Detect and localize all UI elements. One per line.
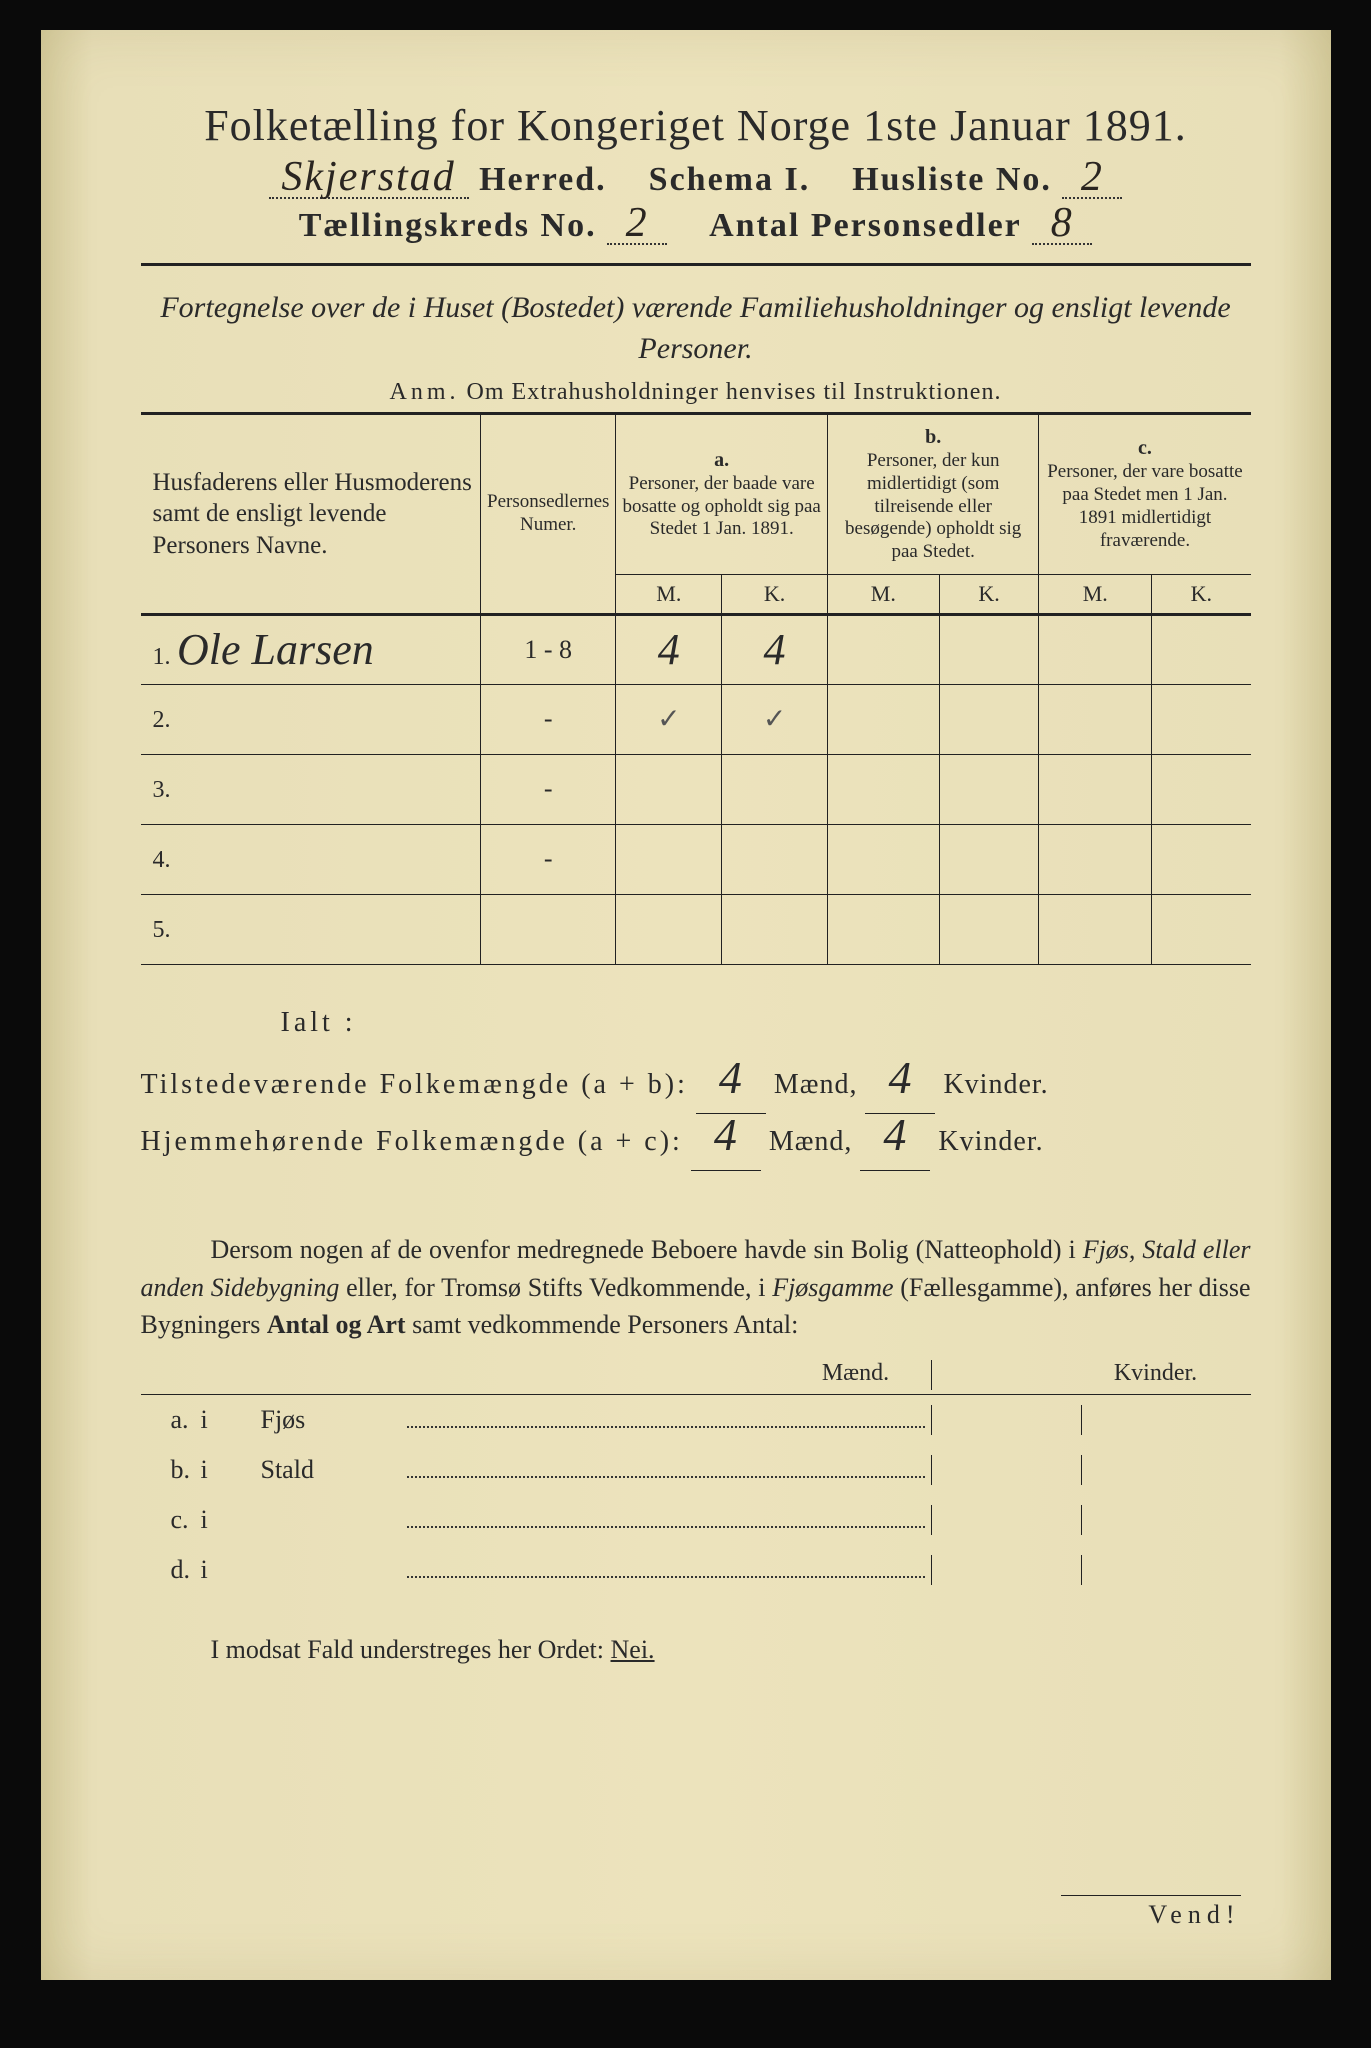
kreds-label: Tællingskreds No. <box>299 207 597 244</box>
nei: Nei. <box>611 1635 655 1664</box>
row-a-k: 4 <box>722 614 828 684</box>
divider <box>141 263 1251 266</box>
row-b-m <box>827 684 939 754</box>
row-name: 3. <box>141 754 481 824</box>
building-row: b.iStald <box>141 1445 1251 1495</box>
row-a-k <box>722 824 828 894</box>
row-numer: - <box>481 684 616 754</box>
main-title: Folketælling for Kongeriget Norge 1ste J… <box>141 100 1251 151</box>
paragraph: Dersom nogen af de ovenfor medregnede Be… <box>141 1231 1251 1344</box>
row-numer: 1 - 8 <box>481 614 616 684</box>
row-b-m <box>827 894 939 964</box>
table-row: 4. - <box>141 824 1251 894</box>
table-row: 3. - <box>141 754 1251 824</box>
row-name: 2. <box>141 684 481 754</box>
building-maend: Mænd. <box>781 1360 931 1390</box>
col-a-header: a. Personer, der baade vare bosatte og o… <box>616 414 828 575</box>
totals-line-2: Hjemmehørende Folkemængde (a + c): 4 Mæn… <box>141 1114 1251 1171</box>
row-c-m <box>1039 684 1152 754</box>
tilstede-m: 4 <box>719 1052 743 1103</box>
herred-label: Herred. <box>479 161 607 198</box>
schema-label: Schema I. <box>649 161 811 198</box>
row-b-k <box>939 894 1039 964</box>
row-c-m <box>1039 824 1152 894</box>
row-a-m: ✓ <box>616 684 722 754</box>
row-name: 4. <box>141 824 481 894</box>
husliste-label: Husliste No. <box>852 161 1052 198</box>
hjemme-k: 4 <box>883 1109 907 1160</box>
col-b-header: b. Personer, der kun midlertidigt (som t… <box>827 414 1039 575</box>
totals-block: Ialt : Tilstedeværende Folkemængde (a + … <box>141 995 1251 1171</box>
table-row: 5. <box>141 894 1251 964</box>
row-a-k: ✓ <box>722 684 828 754</box>
vend-label: Vend! <box>1061 1895 1241 1930</box>
row-a-m <box>616 894 722 964</box>
personsedler-label: Antal Personsedler <box>709 207 1022 244</box>
title-block: Folketælling for Kongeriget Norge 1ste J… <box>141 100 1251 245</box>
row-numer <box>481 894 616 964</box>
header-line-2: Skjerstad Herred. Schema I. Husliste No.… <box>141 159 1251 199</box>
husliste-value: 2 <box>1062 159 1122 199</box>
tilstede-k: 4 <box>888 1052 912 1103</box>
row-c-m <box>1039 894 1152 964</box>
building-row: c.i <box>141 1495 1251 1545</box>
anm-label: Anm. <box>390 379 460 405</box>
final-line: I modsat Fald understreges her Ordet: Ne… <box>141 1635 1251 1665</box>
personsedler-value: 8 <box>1032 205 1092 245</box>
row-c-k <box>1152 894 1251 964</box>
col1-header: Husfaderens eller Husmoderens samt de en… <box>141 414 481 615</box>
row-c-k <box>1152 614 1251 684</box>
row-c-k <box>1152 824 1251 894</box>
row-name: 1. Ole Larsen <box>141 614 481 684</box>
row-b-k <box>939 614 1039 684</box>
col-b-k: K. <box>939 574 1039 614</box>
row-b-k <box>939 754 1039 824</box>
building-header: Mænd. Kvinder. <box>141 1360 1251 1395</box>
building-block: Mænd. Kvinder. a.iFjøsb.iStaldc.id.i <box>141 1360 1251 1595</box>
row-a-k <box>722 754 828 824</box>
table-row: 1. Ole Larsen1 - 844 <box>141 614 1251 684</box>
kreds-value: 2 <box>607 205 667 245</box>
household-table: Husfaderens eller Husmoderens samt de en… <box>141 412 1251 965</box>
col-c-k: K. <box>1152 574 1251 614</box>
ialt-label: Ialt : <box>281 995 1251 1051</box>
herred-value: Skjerstad <box>269 159 469 199</box>
building-kvinder: Kvinder. <box>1081 1360 1231 1390</box>
header-line-3: Tællingskreds No. 2 Antal Personsedler 8 <box>141 205 1251 245</box>
row-b-m <box>827 754 939 824</box>
row-c-k <box>1152 754 1251 824</box>
totals-line-1: Tilstedeværende Folkemængde (a + b): 4 M… <box>141 1057 1251 1114</box>
hjemme-m: 4 <box>714 1109 738 1160</box>
building-row: d.i <box>141 1545 1251 1595</box>
row-name: 5. <box>141 894 481 964</box>
row-c-m <box>1039 754 1152 824</box>
row-c-m <box>1039 614 1152 684</box>
col-a-k: K. <box>722 574 828 614</box>
row-a-k <box>722 894 828 964</box>
row-b-m <box>827 614 939 684</box>
row-numer: - <box>481 754 616 824</box>
col-b-m: M. <box>827 574 939 614</box>
row-c-k <box>1152 684 1251 754</box>
subtitle: Fortegnelse over de i Huset (Bostedet) v… <box>141 288 1251 369</box>
table-row: 2. -✓✓ <box>141 684 1251 754</box>
census-form-page: Folketælling for Kongeriget Norge 1ste J… <box>41 30 1331 1980</box>
row-a-m <box>616 754 722 824</box>
row-numer: - <box>481 824 616 894</box>
row-b-k <box>939 684 1039 754</box>
col-a-m: M. <box>616 574 722 614</box>
col2-header: Personsedlernes Numer. <box>481 414 616 615</box>
table-header-row-1: Husfaderens eller Husmoderens samt de en… <box>141 414 1251 575</box>
row-b-k <box>939 824 1039 894</box>
row-b-m <box>827 824 939 894</box>
anm-text: Om Extrahusholdninger henvises til Instr… <box>467 379 1002 405</box>
row-a-m: 4 <box>616 614 722 684</box>
row-a-m <box>616 824 722 894</box>
building-row: a.iFjøs <box>141 1395 1251 1445</box>
anm-line: Anm. Om Extrahusholdninger henvises til … <box>141 379 1251 406</box>
col-c-header: c. Personer, der vare bosatte paa Stedet… <box>1039 414 1251 575</box>
col-c-m: M. <box>1039 574 1152 614</box>
